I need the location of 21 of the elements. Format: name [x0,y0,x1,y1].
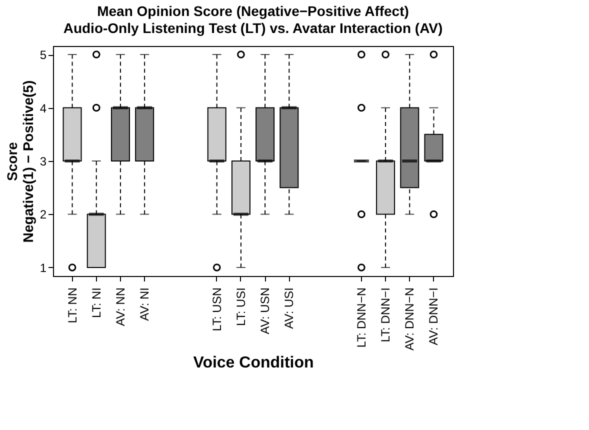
x-tick-label: AV: DNN−I [426,288,441,346]
x-tick-label: LT: DNN−I [378,288,393,342]
x-tick-label: AV: USI [282,288,296,329]
chart-title: Mean Opinion Score (Negative−Positive Affect) [97,3,409,19]
x-tick-label: AV: NI [138,288,152,321]
x-tick-label: LT: DNN−N [354,288,368,348]
x-axis-title: Voice Condition [193,354,314,372]
x-tick-label: LT: NN [65,288,80,324]
x-tick-label: LT: USN [210,288,224,332]
y-axis-title: Score Negative(1) − Positive(5) [4,80,36,243]
x-tick-label: LT: USI [234,288,248,326]
chart-subtitle: Audio-Only Listening Test (LT) vs. Avatar Interaction (AV) [63,20,443,36]
x-tick-label: AV: NN [113,288,128,326]
x-tick-label: AV: USN [258,288,272,334]
y-tick-label: 5 [40,48,47,62]
y-tick-label: 4 [40,101,47,116]
x-tick-label: LT: NI [89,288,104,318]
y-tick-label: 2 [40,208,47,222]
y-tick-label: 3 [40,154,47,168]
x-tick-label: AV: DNN−N [402,288,417,351]
y-tick-label: 1 [40,260,47,275]
